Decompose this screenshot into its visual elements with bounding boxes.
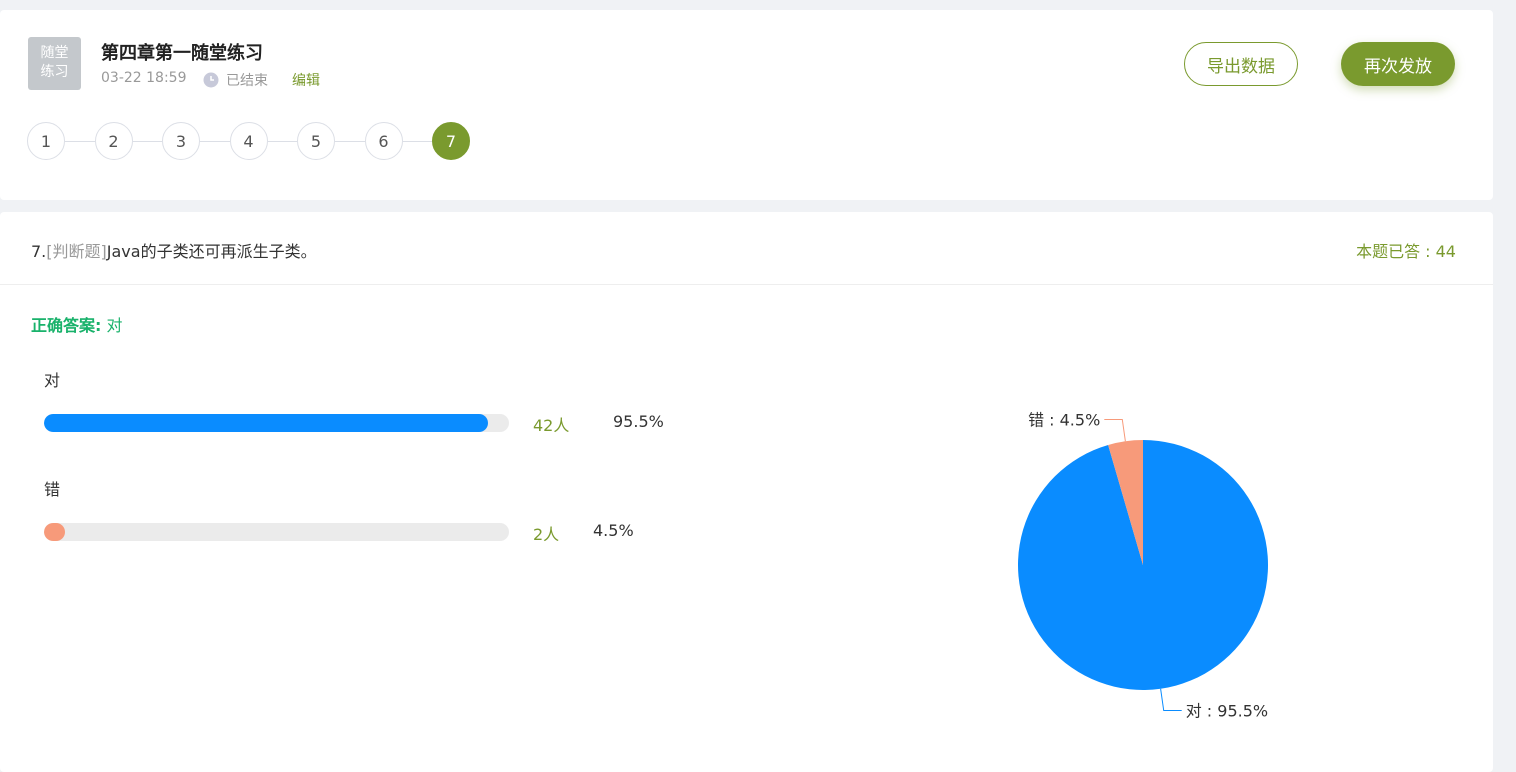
step[interactable]: 2 [94,122,133,160]
pie-slice [1018,440,1268,690]
percent-label: 95.5% [613,412,664,431]
answer-value: 对 [106,316,123,335]
question-type: [判断题] [46,242,107,261]
page: 随堂 练习 第四章第一随堂练习 03-22 18:59 已结束 编辑 导出数据 … [0,10,1493,772]
step[interactable]: 4 [229,122,268,160]
step[interactable]: 6 [364,122,403,160]
status: 已结束 [226,73,268,89]
title: 第四章第一随堂练习 [101,43,263,64]
question-number: 7. [31,242,47,261]
step-connector [335,141,365,142]
pie-label: 对 : 95.5% [1186,702,1268,721]
correct-answer: 正确答案: 对 [31,312,123,336]
bar-fill [44,414,489,432]
pie-label: 错 : 4.5% [1028,410,1100,429]
time: 03-22 18:59 [101,70,187,86]
count-label: 42人 [533,416,570,435]
edit-link[interactable]: 编辑 [292,73,320,89]
option-name: 错 [44,480,61,499]
option-name: 对 [44,371,61,390]
step-connector [200,141,230,142]
pie-slice [1108,440,1143,565]
step-connector [402,141,432,142]
leader-line [1160,688,1182,712]
bar-fill [44,523,65,541]
step[interactable]: 5 [297,122,335,160]
step-connector [132,141,162,142]
badge-line: 练习 [40,64,69,80]
question-card: 7.[判断题]Java的子类还可再派生子类。 本题已答 : 44 正确答案: 对… [0,212,1493,772]
divider [0,284,1493,285]
step[interactable]: 3 [162,122,200,160]
bar-track [44,414,509,432]
count-label: 2人 [533,525,560,544]
step[interactable]: 1 [27,122,65,160]
question-text: Java的子类还可再派生子类。 [106,242,317,261]
answered: 本题已答 : 44 [1356,242,1456,261]
step[interactable]: 7 [432,122,470,160]
header-card: 随堂 练习 第四章第一随堂练习 03-22 18:59 已结束 编辑 导出数据 … [0,10,1493,200]
step-connector [65,141,95,142]
leader-line [1104,418,1126,442]
clock-icon [203,72,219,88]
step-connector [267,141,297,142]
pie-chart: 对 : 95.5% 错 : 4.5% [1018,410,1268,721]
percent-label: 4.5% [593,521,634,540]
badge: 随堂 练习 [28,37,81,90]
reissue-button[interactable]: 再次发放 [1341,42,1455,86]
badge-line: 随堂 [40,45,69,61]
export-button[interactable]: 导出数据 [1184,42,1298,86]
question: 7.[判断题]Java的子类还可再派生子类。 [31,238,317,262]
answer-label: 正确答案: [31,316,102,335]
bar-track [44,523,509,541]
